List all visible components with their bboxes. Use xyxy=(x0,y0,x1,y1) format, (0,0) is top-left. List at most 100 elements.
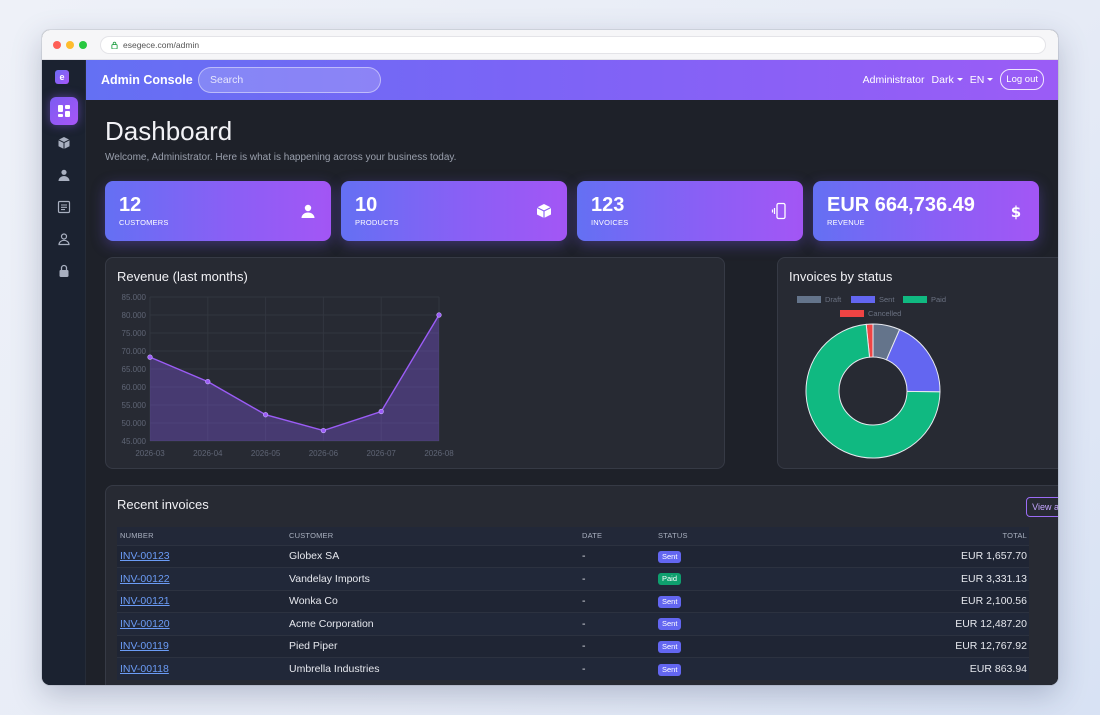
theme-dropdown[interactable]: Dark xyxy=(932,74,963,86)
column-header[interactable]: STATUS xyxy=(655,527,855,545)
recent-invoices-card: Recent invoices View all NUMBER CUSTOMER… xyxy=(105,485,1058,685)
invoice-link[interactable]: INV-00120 xyxy=(120,617,170,630)
logout-button[interactable]: Log out xyxy=(1000,69,1044,90)
y-tick-label: 45.000 xyxy=(122,437,147,446)
sidebar-item-products[interactable] xyxy=(50,129,78,157)
total-cell: EUR 863.94 xyxy=(855,657,1029,680)
column-header[interactable]: NUMBER xyxy=(117,527,286,545)
legend-swatch xyxy=(851,296,875,303)
stat-card-invoices[interactable]: 123 INVOICES xyxy=(577,181,803,241)
card-title: Revenue (last months) xyxy=(117,269,248,284)
page-title: Dashboard xyxy=(105,116,233,146)
invoices-table: NUMBER CUSTOMER DATE STATUS TOTAL INV-00… xyxy=(117,527,1029,680)
invoice-link[interactable]: INV-00123 xyxy=(120,550,170,563)
data-point xyxy=(320,427,326,434)
lock-icon xyxy=(59,264,69,277)
user-icon xyxy=(58,233,70,246)
date-cell: - xyxy=(579,634,655,658)
table-row[interactable]: INV-00119 Pied Piper - Sent EUR 12,767.92 xyxy=(117,634,1029,658)
view-all-button[interactable]: View all xyxy=(1026,497,1058,517)
stat-card-revenue[interactable]: EUR 664,736.49 REVENUE $ xyxy=(813,181,1039,241)
maximize-window-button[interactable] xyxy=(79,41,87,49)
pie-slice-paid xyxy=(805,323,941,459)
table-header-row: NUMBER CUSTOMER DATE STATUS TOTAL xyxy=(117,527,1029,545)
stat-label: INVOICES xyxy=(591,218,629,227)
chevron-down-icon xyxy=(987,78,994,81)
language-dropdown[interactable]: EN xyxy=(970,74,994,86)
total-cell: EUR 2,100.56 xyxy=(855,589,1029,613)
data-point xyxy=(263,412,269,418)
table-row[interactable]: INV-00121 Wonka Co - Sent EUR 2,100.56 xyxy=(117,589,1029,613)
dollar-icon: $ xyxy=(1011,203,1021,220)
column-header[interactable]: DATE xyxy=(579,527,655,545)
stat-card-customers[interactable]: 12 CUSTOMERS xyxy=(105,181,331,241)
date-cell: - xyxy=(579,589,655,613)
sidebar-item-dashboard[interactable] xyxy=(50,97,78,125)
y-tick-label: 50.000 xyxy=(122,419,147,428)
chevron-down-icon xyxy=(956,78,963,81)
search-input[interactable] xyxy=(198,67,381,93)
legend-item-sent[interactable]: Sent xyxy=(851,295,894,304)
legend-item-paid[interactable]: Paid xyxy=(903,295,946,304)
invoice-number-cell: INV-00118 xyxy=(117,657,286,680)
status-badge: Sent xyxy=(658,550,682,563)
stat-value: 123 xyxy=(591,194,625,216)
legend-item-draft[interactable]: Draft xyxy=(797,295,841,304)
table-row[interactable]: INV-00122 Vandelay Imports - Paid EUR 3,331.… xyxy=(117,567,1029,590)
status-donut-chart xyxy=(805,323,941,459)
stat-card-products[interactable]: 10 PRODUCTS xyxy=(341,181,567,241)
stat-value: 10 xyxy=(355,194,378,216)
close-window-button[interactable] xyxy=(53,41,61,49)
box-icon xyxy=(58,137,70,149)
app-title: Admin Console xyxy=(101,73,193,87)
customer-cell: Umbrella Industries xyxy=(286,657,579,680)
invoice-number-cell: INV-00120 xyxy=(117,612,286,635)
x-tick-label: 2026-03 xyxy=(135,449,165,458)
column-header[interactable]: CUSTOMER xyxy=(286,527,579,545)
invoice-link[interactable]: INV-00118 xyxy=(120,663,169,675)
language-label: EN xyxy=(969,73,985,86)
main-content: Dashboard Welcome, Administrator. Here i… xyxy=(86,100,1058,685)
x-tick-label: 2026-07 xyxy=(367,449,397,458)
top-navbar: Admin Console Administrator Dark EN Log … xyxy=(86,60,1058,100)
legend-item-cancelled[interactable]: Cancelled xyxy=(840,309,901,318)
invoice-number-cell: INV-00123 xyxy=(117,544,286,568)
url-text: esegece.com/admin xyxy=(123,40,200,50)
y-tick-label: 85.000 xyxy=(122,293,147,302)
invoice-link[interactable]: INV-00119 xyxy=(120,640,169,653)
revenue-chart: 85.000 80.000 75.000 70.000 65.000 60.000 55.0… xyxy=(122,293,455,458)
minimize-window-button[interactable] xyxy=(66,41,74,49)
legend-swatch xyxy=(797,296,821,303)
table-row[interactable]: INV-00123 Globex SA - Sent EUR 1,657.70 xyxy=(117,544,1029,568)
status-badge: Paid xyxy=(658,573,682,586)
app-logo[interactable]: e xyxy=(55,70,69,84)
theme-label: Dark xyxy=(931,73,954,86)
status-chart-card: Invoices by status Draft Sent Paid Cance… xyxy=(777,257,1058,469)
table-row[interactable]: INV-00120 Acme Corporation - Sent EUR 12,487… xyxy=(117,612,1029,635)
stat-label: REVENUE xyxy=(827,218,865,227)
customer-cell: Globex SA xyxy=(286,544,579,568)
sidebar-item-invoices[interactable] xyxy=(50,193,78,221)
invoice-link[interactable]: INV-00122 xyxy=(120,572,170,585)
data-point xyxy=(205,378,211,385)
customer-cell: Wonka Co xyxy=(286,589,579,613)
sidebar-item-users[interactable] xyxy=(50,225,78,253)
table-row[interactable]: INV-00118 Umbrella Industries - Sent EUR 863… xyxy=(117,657,1029,680)
status-badge: Sent xyxy=(658,595,682,608)
x-tick-label: 2026-05 xyxy=(251,449,281,458)
column-header[interactable]: TOTAL xyxy=(855,527,1029,545)
y-tick-label: 70.000 xyxy=(122,347,147,356)
invoice-link[interactable]: INV-00121 xyxy=(120,595,170,608)
user-name[interactable]: Administrator xyxy=(862,73,925,86)
stat-label: CUSTOMERS xyxy=(119,218,169,227)
sidebar-item-customers[interactable] xyxy=(50,161,78,189)
sidebar-item-security[interactable] xyxy=(50,257,78,285)
x-tick-label: 2026-06 xyxy=(309,449,339,458)
legend-label: Paid xyxy=(931,295,947,304)
stat-label: PRODUCTS xyxy=(355,218,399,227)
address-bar[interactable]: esegece.com/admin xyxy=(100,36,1046,54)
page-subtitle: Welcome, Administrator. Here is what is … xyxy=(105,152,457,163)
total-cell: EUR 12,767.92 xyxy=(855,634,1029,658)
sidebar: e xyxy=(42,60,86,685)
browser-window: esegece.com/admin e Admin Console Admini… xyxy=(42,30,1058,685)
